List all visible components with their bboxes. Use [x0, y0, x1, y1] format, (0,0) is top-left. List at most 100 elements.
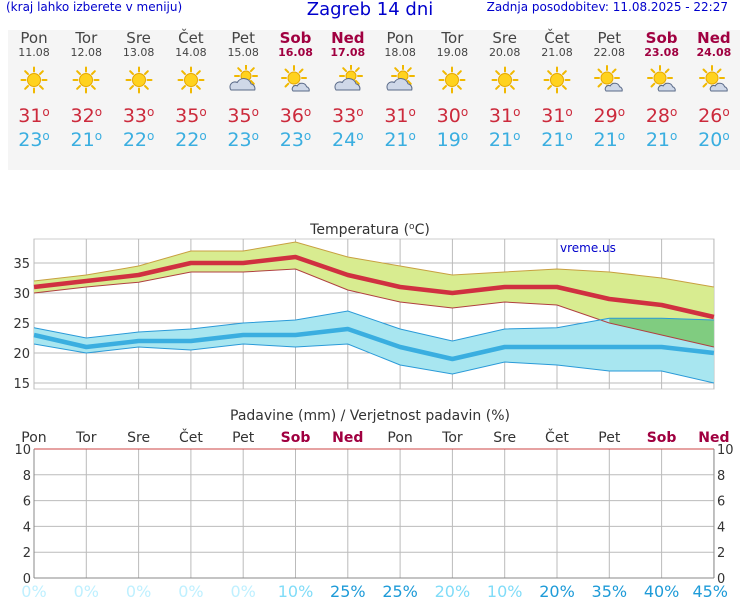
x-tick-label: Sob	[281, 430, 311, 446]
temp-max: 31o	[541, 105, 573, 127]
daily-forecast-strip: Pon 11.08 31o 23o Tor 12.08 32o 21o Sre 13.08 33o 2…	[8, 30, 740, 170]
menu-hint: (kraj lahko izberete v meniju)	[6, 0, 183, 14]
y-tick-label: 20	[13, 347, 30, 362]
temp-min: 19o	[436, 129, 469, 151]
day-column: Pet 15.08 35o 23o	[217, 29, 269, 152]
temp-min: 20o	[698, 129, 730, 151]
day-name: Tor	[75, 29, 98, 47]
day-date: 19.08	[436, 46, 469, 59]
x-tick-label: Sob	[647, 430, 677, 446]
day-date: 13.08	[122, 46, 155, 59]
x-tick-label: Sre	[493, 430, 516, 446]
day-column: Ned 24.08 26o 20o	[688, 29, 740, 152]
y-tick-label: 15	[13, 377, 30, 392]
x-tick-label: Pon	[21, 430, 46, 446]
day-column: Tor 19.08 30o 19o	[426, 29, 478, 152]
y-tick-label: 35	[13, 257, 30, 272]
sun-icon	[20, 66, 48, 94]
y-tick-label: 25	[13, 317, 30, 332]
temp-max: 36o	[279, 105, 312, 127]
temp-max: 30o	[436, 105, 469, 127]
last-update: Zadnja posodobitev: 11.08.2025 - 22:27	[486, 0, 728, 14]
temp-max: 26o	[698, 105, 730, 127]
precip-probability-label: 0%	[21, 582, 46, 600]
x-tick-label: Pon	[387, 430, 412, 446]
chart-title: Padavine (mm) / Verjetnost padavin (%)	[230, 408, 510, 424]
day-column: Čet 14.08 35o 22o	[165, 29, 217, 152]
day-name: Pon	[386, 29, 414, 47]
temp-min: 22o	[175, 129, 207, 151]
day-column: Tor 12.08 32o 21o	[60, 29, 112, 152]
x-tick-label: Tor	[441, 430, 463, 446]
y-tick-label-right: 10	[717, 443, 734, 458]
sun-icon	[125, 66, 153, 94]
precip-probability-label: 35%	[592, 582, 628, 600]
day-date: 18.08	[384, 46, 416, 59]
x-tick-label: Pet	[232, 430, 255, 446]
y-tick-label: 0	[23, 572, 31, 587]
y-tick-label-right: 2	[717, 546, 725, 561]
day-name: Čet	[178, 29, 204, 47]
precip-probability-label: 0%	[231, 582, 256, 600]
temp-max: 35o	[227, 105, 259, 127]
temp-min: 22o	[122, 129, 155, 151]
day-column: Pet 22.08 29o 21o	[583, 29, 635, 152]
day-name: Ned	[331, 29, 365, 47]
day-name: Pet	[231, 29, 255, 47]
sun-small-cloud-icon	[698, 65, 728, 92]
sun-icon	[177, 66, 205, 94]
day-date: 23.08	[644, 46, 679, 59]
day-name: Sob	[645, 29, 678, 47]
sun-small-cloud-icon	[646, 65, 676, 92]
day-name: Sre	[492, 29, 517, 47]
day-date: 14.08	[175, 46, 207, 59]
cloud-sun-icon	[229, 65, 259, 91]
x-tick-label: Ned	[332, 430, 363, 446]
temp-min: 24o	[332, 129, 364, 151]
day-column: Ned 17.08 33o 24o	[322, 29, 374, 152]
day-name: Ned	[697, 29, 731, 47]
day-name: Tor	[441, 29, 464, 47]
sun-small-cloud-icon	[280, 65, 310, 92]
overlap-band	[609, 318, 714, 347]
precip-probability-label: 45%	[692, 582, 728, 600]
day-name: Sre	[126, 29, 151, 47]
x-tick-label: Čet	[179, 428, 203, 446]
precip-plot-area	[34, 449, 714, 578]
min-band-lower-edge	[33, 343, 715, 384]
sun-icon	[438, 66, 466, 94]
precip-probability-label: 40%	[644, 582, 680, 600]
temp-max: 31o	[384, 105, 416, 127]
temp-min: 21o	[593, 129, 626, 151]
day-column: Čet 21.08 31o 21o	[531, 29, 583, 152]
y-tick-label: 4	[23, 520, 31, 535]
day-date: 22.08	[593, 46, 626, 59]
x-tick-label: Sre	[127, 430, 150, 446]
day-column: Sob 23.08 28o 21o	[636, 29, 688, 152]
page-title: Zagreb 14 dni	[306, 0, 434, 20]
sun-icon	[72, 66, 100, 94]
day-name: Pet	[597, 29, 622, 47]
temp-max: 31o	[18, 105, 50, 127]
y-tick-label-right: 8	[717, 469, 725, 484]
precip-probability-label: 20%	[435, 582, 471, 600]
temp-min: 21o	[70, 129, 103, 151]
precip-probability-label: 0%	[178, 582, 203, 600]
precip-probability-label: 0%	[74, 582, 99, 600]
precip-probability-label: 10%	[487, 582, 523, 600]
temp-min: 21o	[384, 129, 416, 151]
precip-probability-label: 25%	[330, 582, 366, 600]
temp-min: 23o	[279, 129, 312, 151]
day-column: Pon 18.08 31o 21o	[374, 29, 426, 152]
x-tick-label: Pet	[598, 430, 621, 446]
min-band-upper-edge	[33, 310, 714, 342]
precip-probability-label: 25%	[382, 582, 418, 600]
y-tick-label: 8	[23, 469, 31, 484]
temp-max: 31o	[488, 105, 521, 127]
temp-max: 29o	[593, 105, 626, 127]
day-name: Čet	[544, 29, 570, 47]
temp-max: 32o	[70, 105, 103, 127]
sun-icon	[543, 66, 571, 94]
temp-min: 21o	[541, 129, 573, 151]
